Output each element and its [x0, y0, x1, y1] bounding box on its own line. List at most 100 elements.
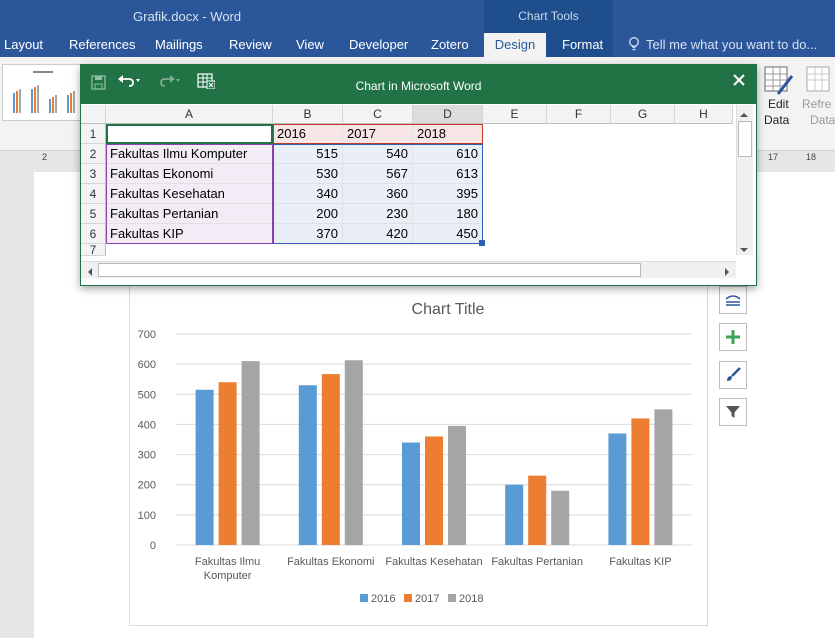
refresh-data-label-2: Data — [810, 113, 835, 127]
ribbon-tab-row — [0, 33, 835, 57]
bar-2017 — [218, 382, 237, 545]
x-tick-label: Komputer — [204, 570, 252, 582]
active-cell-a1[interactable] — [106, 124, 273, 144]
redo-icon — [157, 73, 181, 94]
legend-entry: 2016 — [371, 593, 395, 605]
bar-2018 — [448, 425, 466, 545]
edit-data-label-2[interactable]: Data — [764, 113, 790, 127]
column-header[interactable]: A — [106, 105, 273, 124]
row-header[interactable]: 3 — [81, 164, 106, 184]
bar-2017 — [528, 475, 547, 545]
tab-layout[interactable]: Layout — [4, 37, 44, 52]
edit-data-icon[interactable] — [764, 66, 794, 101]
y-tick-label: 500 — [138, 389, 156, 401]
legend-swatch — [404, 594, 412, 602]
column-header[interactable]: E — [483, 105, 547, 124]
y-tick-label: 200 — [138, 480, 156, 492]
y-tick-label: 300 — [138, 450, 156, 462]
row-header[interactable]: 1 — [81, 124, 106, 144]
column-header[interactable]: B — [273, 105, 343, 124]
legend-swatch — [448, 594, 456, 602]
chart-tools-band — [484, 0, 613, 33]
y-tick-label: 100 — [138, 510, 156, 522]
column-chart[interactable]: Chart Title 0 100 200 300 400 500 600 700 Fakulta… — [130, 285, 707, 625]
range-resize-handle[interactable] — [479, 240, 485, 246]
edit-in-excel-icon[interactable] — [197, 73, 216, 94]
edit-data-label[interactable]: Edit — [768, 97, 789, 111]
header-cell[interactable]: 2017 — [343, 124, 413, 144]
value-cell[interactable]: 180 — [413, 204, 483, 224]
tab-design[interactable]: Design — [484, 33, 546, 57]
value-cell[interactable]: 360 — [343, 184, 413, 204]
chart-filters-button[interactable] — [719, 398, 747, 426]
chart-style-thumbnail[interactable] — [2, 64, 84, 121]
bar-2017 — [425, 436, 443, 545]
chart-data-window[interactable]: Chart in Microsoft Word A B C D E F G H … — [80, 64, 757, 286]
tab-mailings[interactable]: Mailings — [155, 37, 203, 52]
column-header[interactable]: D — [413, 105, 483, 124]
value-cell[interactable]: 230 — [343, 204, 413, 224]
value-cell[interactable]: 515 — [273, 144, 343, 164]
chart-elements-button[interactable] — [719, 323, 747, 351]
tell-me-search[interactable]: Tell me what you want to do... — [646, 37, 818, 52]
row-header[interactable]: 6 — [81, 224, 106, 244]
column-header[interactable]: H — [675, 105, 733, 124]
bar-2016 — [298, 385, 317, 545]
y-tick-label: 400 — [138, 419, 156, 431]
row-header[interactable]: 2 — [81, 144, 106, 164]
column-header[interactable]: C — [343, 105, 413, 124]
chart-styles-button[interactable] — [719, 361, 747, 389]
value-cell[interactable]: 540 — [343, 144, 413, 164]
tab-review[interactable]: Review — [229, 37, 272, 52]
value-cell[interactable]: 567 — [343, 164, 413, 184]
column-header[interactable]: G — [611, 105, 675, 124]
refresh-data-icon — [806, 66, 835, 101]
bar-2018 — [344, 360, 363, 545]
category-cell[interactable]: Fakultas Ekonomi — [106, 164, 273, 184]
row-header[interactable]: 4 — [81, 184, 106, 204]
row-header[interactable]: 5 — [81, 204, 106, 224]
close-icon[interactable] — [732, 73, 746, 92]
scroll-right-arrow-icon[interactable] — [722, 264, 732, 282]
chart-title: Chart Title — [412, 301, 485, 318]
tab-zotero[interactable]: Zotero — [431, 37, 469, 52]
tab-view[interactable]: View — [296, 37, 324, 52]
select-all-corner[interactable] — [81, 105, 106, 124]
save-icon[interactable] — [91, 75, 106, 95]
tab-developer[interactable]: Developer — [349, 37, 409, 52]
document-title: Grafik.docx - Word — [133, 9, 242, 24]
category-range-outline — [106, 144, 273, 244]
value-cell[interactable]: 200 — [273, 204, 343, 224]
bar-2016 — [402, 442, 420, 545]
ruler-mark-left: 2 — [42, 152, 48, 162]
value-cell[interactable]: 340 — [273, 184, 343, 204]
legend-entry: 2017 — [415, 593, 439, 605]
bar-2017 — [631, 418, 650, 545]
x-tick-label: Fakultas Kesehatan — [385, 556, 482, 568]
tab-format[interactable]: Format — [562, 37, 604, 52]
layout-options-button[interactable] — [719, 286, 747, 314]
row-header[interactable]: 7 — [81, 244, 106, 256]
horizontal-scroll-thumb[interactable] — [98, 263, 641, 277]
category-cell[interactable]: Fakultas Kesehatan — [106, 184, 273, 204]
scroll-up-arrow-icon[interactable] — [738, 107, 750, 125]
category-cell[interactable]: Fakultas Pertanian — [106, 204, 273, 224]
undo-icon[interactable] — [117, 73, 141, 94]
bar-2017 — [321, 374, 340, 545]
bar-2016 — [195, 389, 214, 545]
scroll-down-arrow-icon[interactable] — [738, 242, 750, 260]
x-tick-label: Fakultas Pertanian — [491, 556, 583, 568]
bar-2018 — [551, 490, 570, 545]
layout-options-icon — [725, 295, 741, 306]
ruler-mark-18: 18 — [806, 152, 817, 162]
column-header[interactable]: F — [547, 105, 611, 124]
y-tick-label: 600 — [138, 359, 156, 371]
chart-area[interactable]: Chart Title 0 100 200 300 400 500 600 700 Fakulta… — [129, 284, 708, 626]
value-cell[interactable]: 530 — [273, 164, 343, 184]
lightbulb-icon — [628, 36, 640, 57]
scroll-left-arrow-icon[interactable] — [85, 264, 95, 282]
value-cell[interactable]: 610 — [413, 144, 483, 164]
vertical-scroll-thumb[interactable] — [738, 121, 752, 157]
title-bar — [0, 0, 835, 33]
tab-references[interactable]: References — [69, 37, 136, 52]
